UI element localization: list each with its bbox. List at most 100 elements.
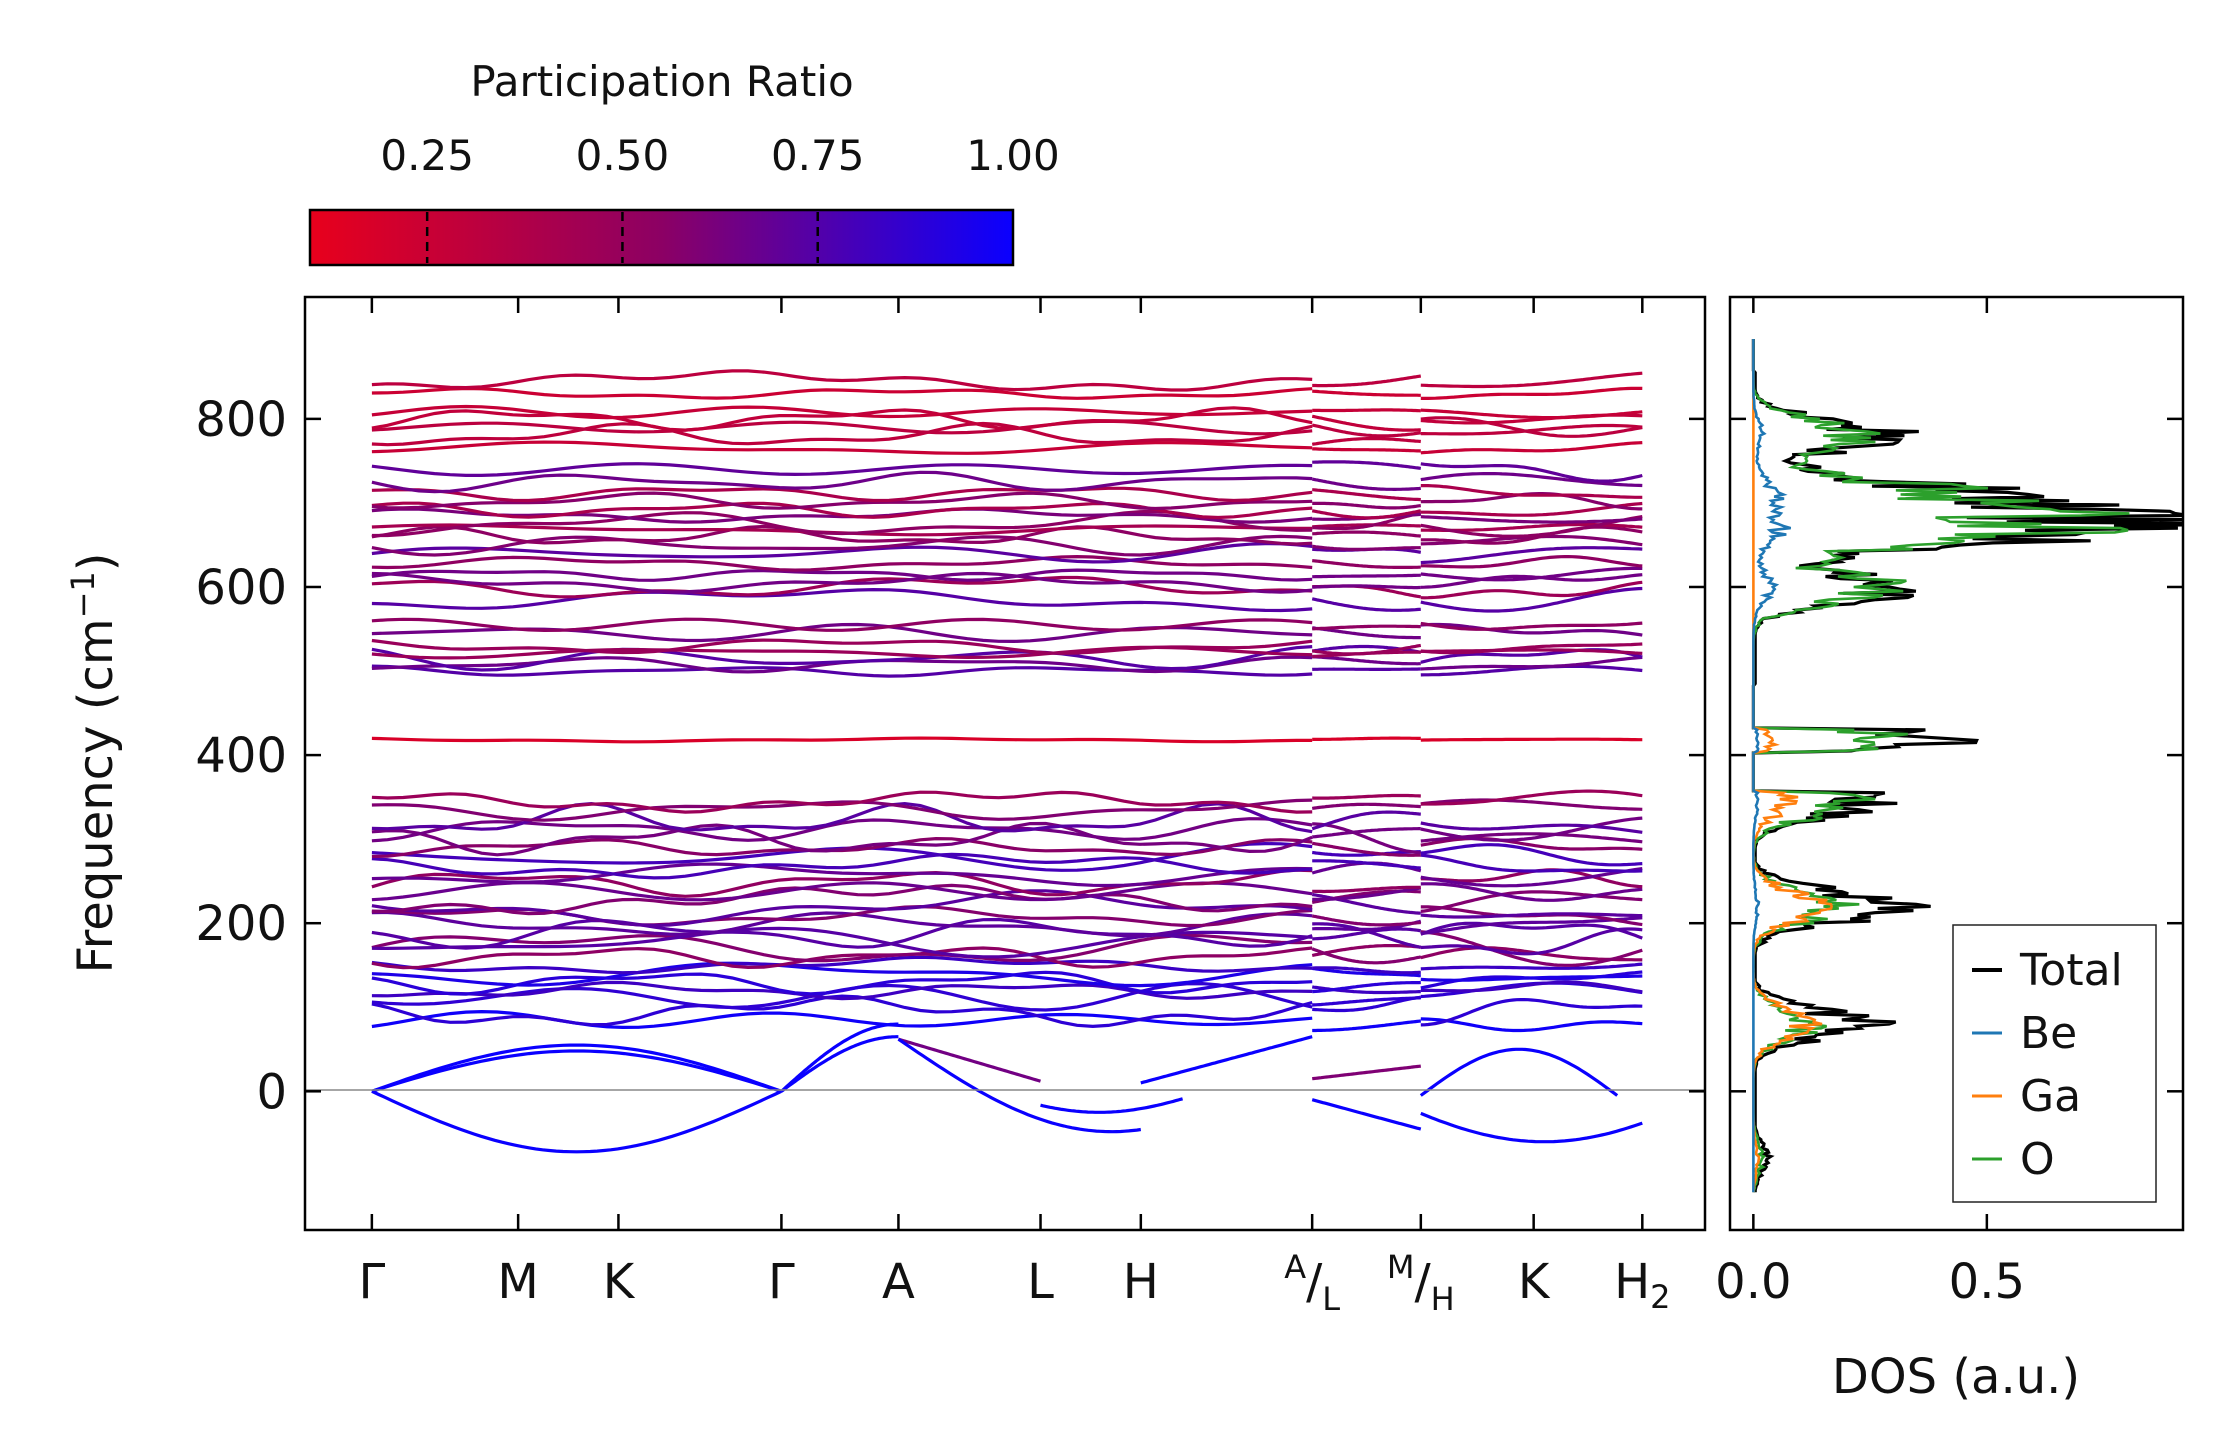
x-axis-kpath-ticks: Γ M K Γ A L H A/L M/H K H2 xyxy=(358,297,1671,1318)
band-line xyxy=(371,571,1313,594)
x-tick-label: Γ xyxy=(768,1254,795,1310)
colorbar-title: Participation Ratio xyxy=(470,57,853,106)
band-line xyxy=(371,910,1313,938)
band-line xyxy=(371,491,1313,511)
band-line xyxy=(1420,912,1643,919)
y-tick-label: 600 xyxy=(195,560,287,616)
band-line xyxy=(371,638,1313,655)
band-line xyxy=(1420,501,1643,517)
band-line xyxy=(1311,437,1421,446)
x-tick-label: M xyxy=(497,1254,538,1310)
colorbar: Participation Ratio 0.25 0.50 0.75 1.00 xyxy=(308,57,1060,267)
band-line xyxy=(371,421,1313,447)
band-line xyxy=(371,862,1313,888)
band-line xyxy=(371,486,1313,503)
x-tick-label: H xyxy=(1123,1254,1159,1310)
dos-series-be xyxy=(1752,339,1792,1193)
dos-panel: 0.0 0.5 DOS (a.u.) Total Be Ga O xyxy=(1715,295,2185,1405)
x-tick-label: A xyxy=(882,1254,915,1310)
x-tick-label: K xyxy=(603,1254,636,1310)
colorbar-tick-label: 0.25 xyxy=(380,131,474,180)
band-line xyxy=(1312,922,1422,949)
legend-label-total: Total xyxy=(2019,945,2123,996)
band-line xyxy=(1312,822,1421,855)
band-line xyxy=(1312,501,1421,510)
y-tick-label: 0 xyxy=(256,1064,287,1120)
band-structure-panel: 800 600 400 200 0 Γ M K Γ A L H A/L M/H K H2 Frequency… xyxy=(64,295,1707,1318)
band-line xyxy=(1420,843,1643,867)
band-line xyxy=(371,369,1313,392)
band-line xyxy=(371,946,1313,970)
band-line xyxy=(1312,530,1421,538)
band-line xyxy=(1312,996,1421,1007)
band-line xyxy=(1420,554,1643,569)
x-tick-label: A/L xyxy=(1284,1248,1340,1318)
band-line xyxy=(371,645,1313,672)
acoustic-branch xyxy=(1420,1111,1643,1144)
band-line xyxy=(1311,509,1422,520)
band-line xyxy=(1312,573,1421,579)
band-line xyxy=(371,883,1313,916)
y-tick-label: 800 xyxy=(195,392,287,448)
band-line xyxy=(371,575,1313,599)
band-line xyxy=(371,736,1313,744)
y-tick-label: 400 xyxy=(195,728,287,784)
acoustic-branch xyxy=(1140,1035,1313,1085)
dos-x-axis-label: DOS (a.u.) xyxy=(1832,1349,2080,1405)
band-line xyxy=(1312,389,1421,397)
acoustic-branch xyxy=(1419,1047,1619,1097)
band-line xyxy=(1312,885,1421,894)
band-line xyxy=(1311,423,1422,438)
band-line xyxy=(1420,515,1643,524)
band-line xyxy=(1311,477,1421,491)
band-line xyxy=(1311,943,1421,958)
band-line xyxy=(1420,867,1643,888)
band-line xyxy=(1312,374,1422,388)
band-line xyxy=(1312,460,1422,470)
band-line xyxy=(371,790,1313,814)
x-tick-label: M/H xyxy=(1387,1248,1455,1318)
band-line xyxy=(1420,416,1643,438)
band-line xyxy=(371,554,1313,572)
band-line xyxy=(1312,995,1422,1013)
band-line xyxy=(1312,655,1421,666)
band-line xyxy=(371,419,1313,436)
band-line xyxy=(371,524,1313,546)
band-line xyxy=(1312,886,1422,902)
band-line xyxy=(1420,737,1643,742)
band-line xyxy=(1311,597,1421,612)
band-line xyxy=(371,970,1313,996)
acoustic-branch xyxy=(780,1035,899,1093)
band-line xyxy=(1420,836,1643,851)
band-line xyxy=(1311,841,1421,857)
colorbar-ticks: 0.25 0.50 0.75 1.00 xyxy=(380,131,1060,263)
band-line xyxy=(1420,622,1643,637)
band-line xyxy=(1312,559,1421,570)
legend-label-o: O xyxy=(2020,1134,2055,1185)
acoustic-branch xyxy=(371,1089,783,1154)
band-line xyxy=(1312,447,1421,453)
acoustic-branch xyxy=(897,1037,1142,1134)
acoustic-branch xyxy=(371,1043,782,1093)
band-line xyxy=(1420,962,1643,971)
y-axis-label: Frequency (cm−1) xyxy=(64,552,124,973)
band-line xyxy=(1420,566,1643,582)
band-line xyxy=(1420,882,1643,902)
colorbar-tick-label: 1.00 xyxy=(966,131,1060,180)
band-line xyxy=(1420,441,1643,455)
dos-legend: Total Be Ga O xyxy=(1952,924,2157,1203)
acoustic-branch xyxy=(1312,1064,1421,1081)
band-line xyxy=(1311,414,1421,432)
band-line xyxy=(371,541,1313,564)
band-line xyxy=(1312,643,1422,656)
band-line xyxy=(1420,386,1643,400)
x-tick-label: H2 xyxy=(1614,1254,1670,1316)
x-tick-label: L xyxy=(1027,1254,1054,1310)
acoustic-branch xyxy=(780,1022,899,1093)
band-line xyxy=(1420,1017,1643,1033)
band-line xyxy=(1312,1019,1421,1033)
band-line xyxy=(371,568,1313,582)
x-tick-label: K xyxy=(1518,1254,1551,1310)
legend-label-ga: Ga xyxy=(2020,1071,2081,1122)
band-line xyxy=(1420,642,1643,655)
